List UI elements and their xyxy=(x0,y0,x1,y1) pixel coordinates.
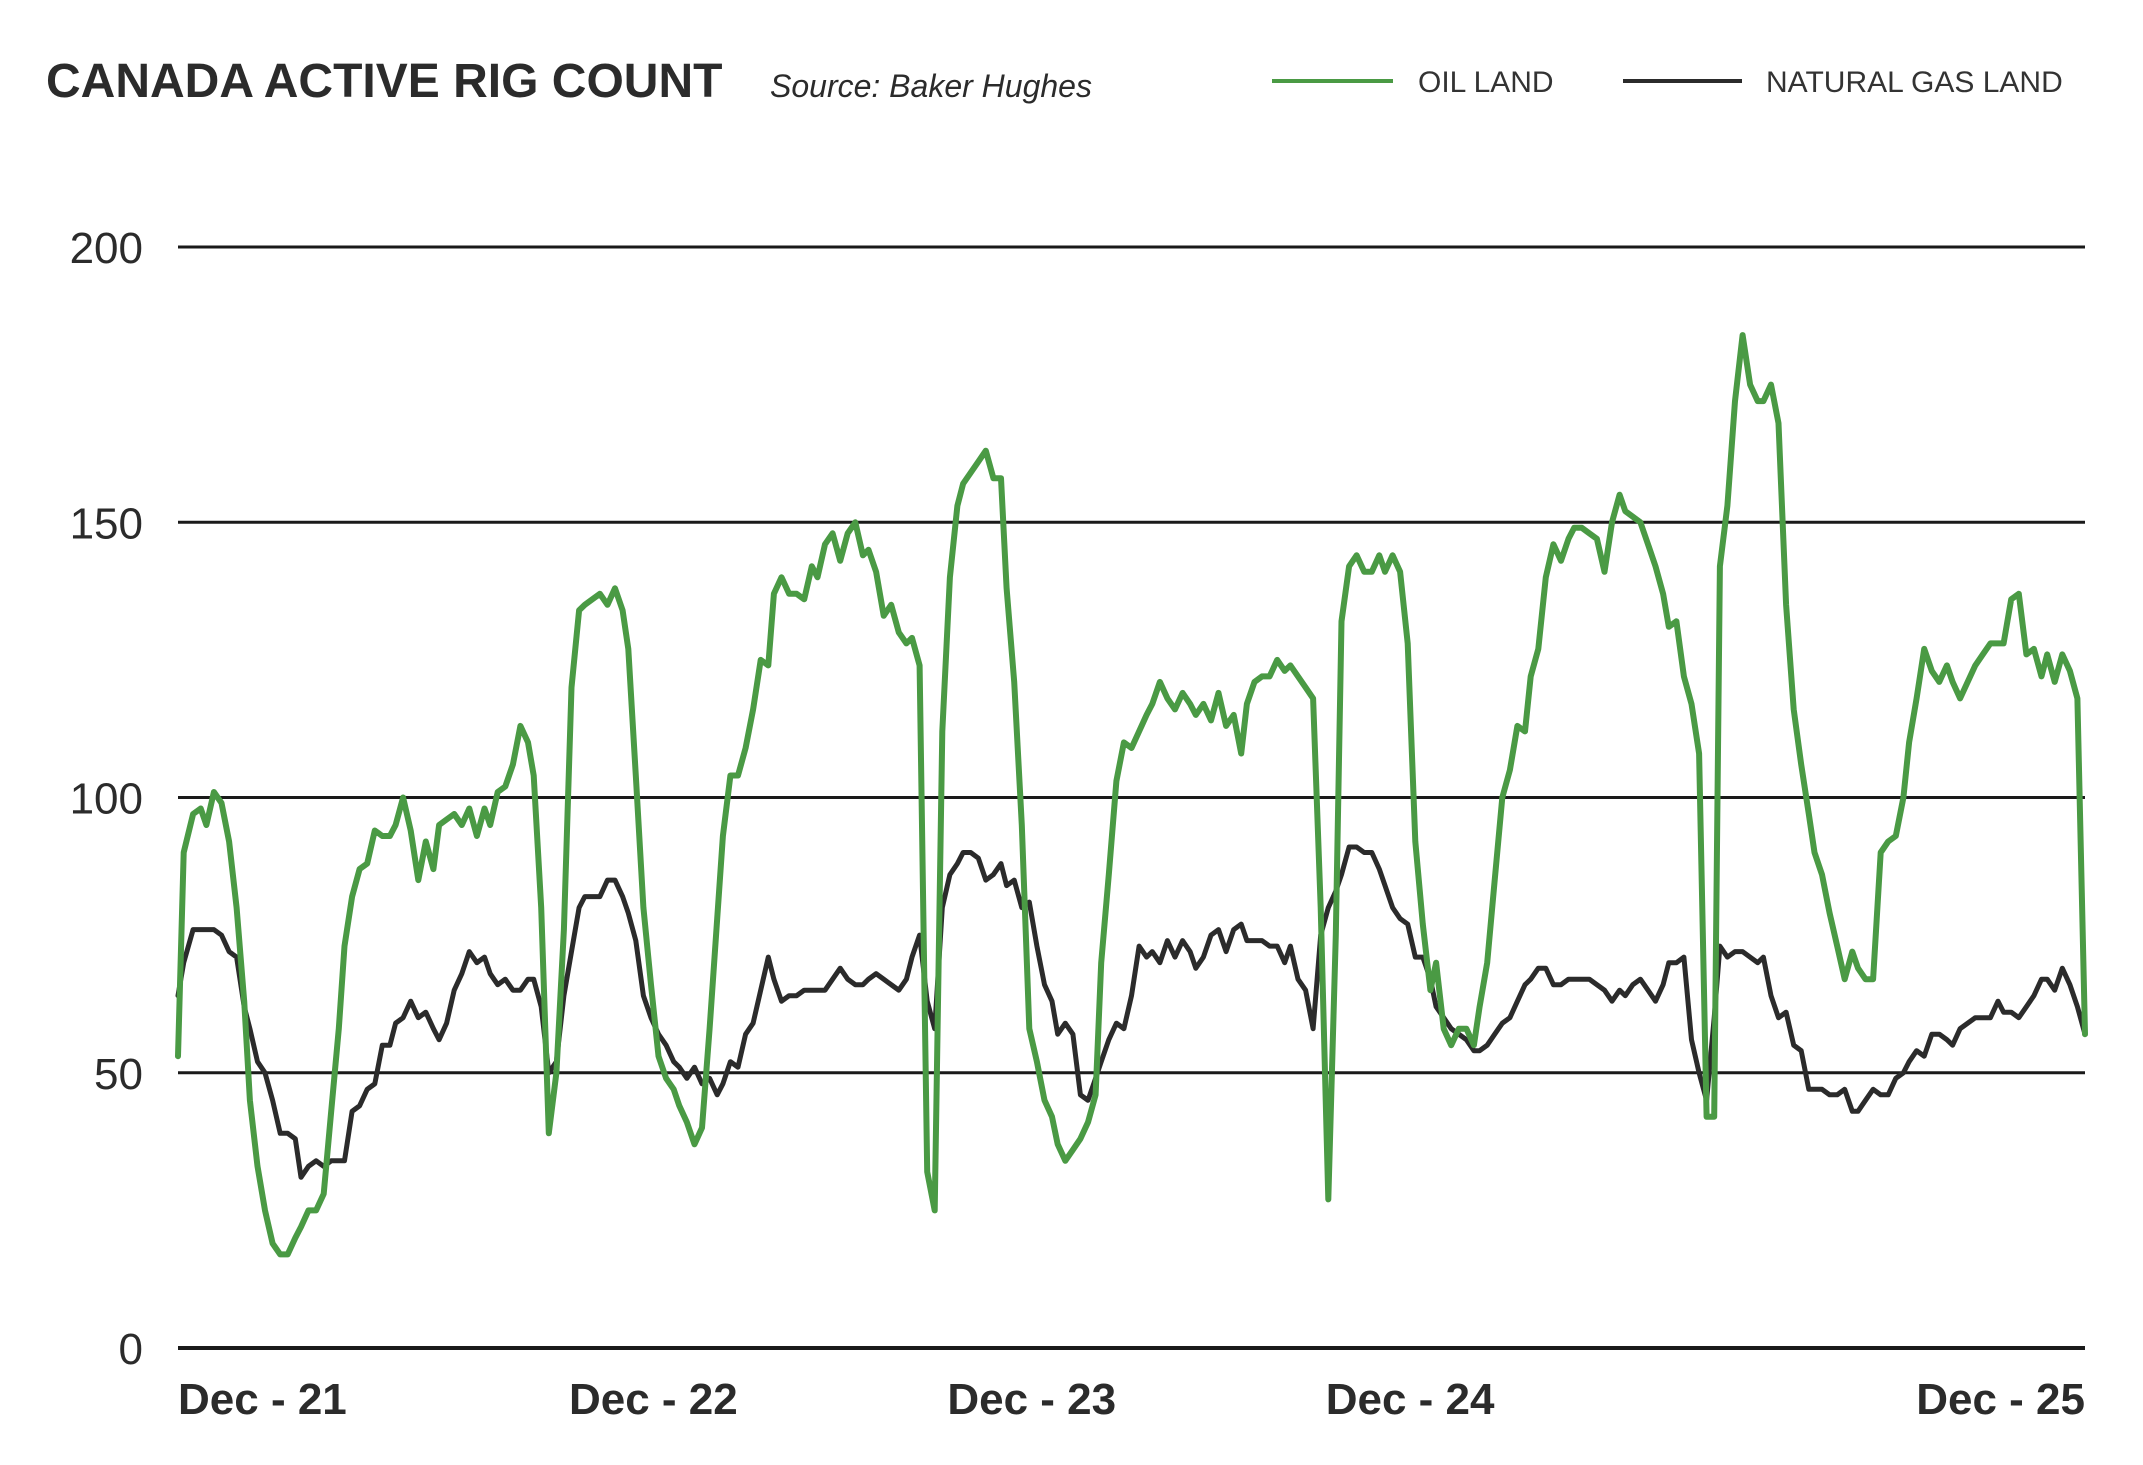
y-tick-label: 100 xyxy=(70,775,143,824)
x-axis-tick-labels: Dec - 21 Dec - 22 Dec - 23 Dec - 24 Dec - 25 xyxy=(178,1375,2085,1424)
y-tick-label: 150 xyxy=(70,499,143,548)
series-line-oil-land xyxy=(175,332,2088,1258)
x-tick-label: Dec - 23 xyxy=(947,1375,1116,1424)
chart-title: CANADA ACTIVE RIG COUNT xyxy=(46,55,722,108)
x-tick-label: Dec - 22 xyxy=(569,1375,738,1424)
series-lines xyxy=(175,332,2088,1258)
legend: OIL LAND NATURAL GAS LAND xyxy=(1272,66,2063,99)
legend-label-oil-land: OIL LAND xyxy=(1418,66,1554,99)
x-tick-label: Dec - 24 xyxy=(1326,1375,1495,1424)
x-tick-label: Dec - 21 xyxy=(178,1375,347,1424)
legend-label-natural-gas-land: NATURAL GAS LAND xyxy=(1766,66,2063,99)
y-tick-label: 200 xyxy=(70,224,143,273)
series-line-natural-gas-land xyxy=(175,844,2088,1180)
x-tick-label: Dec - 25 xyxy=(1916,1375,2085,1424)
y-axis-tick-labels: 0 50 100 150 200 xyxy=(70,224,143,1374)
y-tick-label: 0 xyxy=(119,1325,143,1374)
chart-subtitle: Source: Baker Hughes xyxy=(770,68,1092,104)
y-tick-label: 50 xyxy=(94,1050,143,1099)
